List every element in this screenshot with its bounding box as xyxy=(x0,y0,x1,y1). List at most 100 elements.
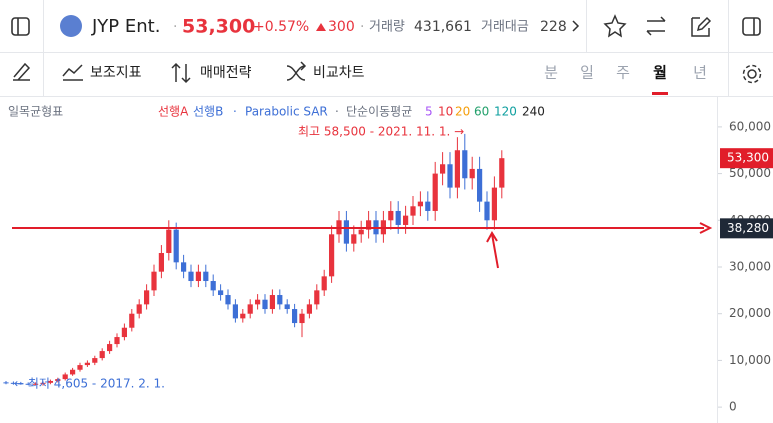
period-tab[interactable]: 주 xyxy=(616,64,630,82)
price: 53,300 xyxy=(182,16,255,38)
symbol[interactable]: JYP Ent. xyxy=(91,16,160,37)
period-tab[interactable]: 분 xyxy=(544,64,558,82)
candle-body xyxy=(70,369,76,375)
candle-body xyxy=(255,299,261,305)
candle-body xyxy=(181,262,187,272)
legend-sma-period: 20 xyxy=(455,105,470,119)
candle-body xyxy=(484,201,490,221)
volume-label: 거래량 xyxy=(369,20,405,35)
legend-sma: 단순이동평균 xyxy=(346,105,412,119)
draw-icon[interactable] xyxy=(13,62,31,81)
candle-body xyxy=(3,382,9,384)
candle-body xyxy=(425,201,431,211)
strategy-button[interactable]: 매매전략 xyxy=(200,65,252,81)
candle-body xyxy=(462,150,468,179)
period-tab[interactable]: 년 xyxy=(693,64,707,82)
price-tag-label: 53,300 xyxy=(727,151,769,165)
volume: 431,661 xyxy=(414,19,472,35)
settings-icon-ring xyxy=(742,64,762,84)
candle-body xyxy=(195,271,201,282)
candle-body xyxy=(277,295,283,305)
candle-body xyxy=(62,374,68,380)
separator: · xyxy=(335,105,339,119)
candle-body xyxy=(121,327,127,338)
candle-body xyxy=(218,290,224,296)
candle-body xyxy=(18,383,24,385)
settings-icon[interactable] xyxy=(747,69,757,79)
separator: · xyxy=(233,105,237,119)
indicators-button[interactable]: 보조지표 xyxy=(90,65,142,81)
logo xyxy=(60,15,82,37)
y-tick-label: 20,000 xyxy=(729,306,771,320)
candle-body xyxy=(351,234,357,244)
candle-body xyxy=(343,220,349,244)
line-arrow xyxy=(699,222,713,234)
candle-body xyxy=(232,304,238,319)
legend-sma-periods: 5 10 20 60 120 240 xyxy=(425,105,545,119)
candle-body xyxy=(77,365,83,370)
candle-body xyxy=(432,173,438,211)
candle-body xyxy=(92,358,98,363)
legend-sma-period: 5 xyxy=(425,105,433,119)
compare-button[interactable]: 비교차트 xyxy=(313,65,365,81)
legend-span-b: 선행B xyxy=(193,104,223,119)
candle-body xyxy=(25,383,31,385)
candle-body xyxy=(403,215,409,225)
candle-body xyxy=(447,164,453,188)
high-annotation: 최고 58,500 - 2021. 11. 1. → xyxy=(298,125,464,139)
plot xyxy=(3,126,722,408)
candle-body xyxy=(84,362,90,366)
legend-sma-period: 120 xyxy=(494,105,517,119)
y-tick-label: 30,000 xyxy=(729,260,771,274)
active-underline xyxy=(652,92,668,95)
candle-body xyxy=(491,187,497,221)
candle-body xyxy=(107,344,113,352)
candle-body xyxy=(225,295,231,305)
separator: · xyxy=(173,19,177,35)
sidebar-icon[interactable] xyxy=(11,17,30,36)
period-tab[interactable]: 월 xyxy=(653,64,667,82)
annotation-arrow xyxy=(486,231,499,269)
candle-body xyxy=(269,295,275,310)
candle-body xyxy=(55,379,61,381)
candle-body xyxy=(358,229,364,235)
candle-body xyxy=(299,313,305,324)
legend-span-a: 선행A xyxy=(158,104,189,119)
panel-icon[interactable] xyxy=(742,17,761,36)
candle-body xyxy=(99,351,105,359)
candle-body xyxy=(366,220,372,230)
legend-sma-period: 240 xyxy=(522,105,545,119)
candle-body xyxy=(166,229,172,253)
strategy-icon xyxy=(171,62,191,84)
legend-sma-period: 60 xyxy=(474,105,489,119)
candle-body xyxy=(47,380,53,383)
swap-icon[interactable] xyxy=(646,16,666,36)
candle-body xyxy=(247,304,253,314)
legend-sma-period: 10 xyxy=(438,105,453,119)
candle-body xyxy=(477,168,483,202)
candle-body xyxy=(440,164,446,174)
favorite-icon[interactable] xyxy=(603,14,627,38)
separator: · xyxy=(360,19,364,35)
price-tag xyxy=(720,218,773,239)
more-arrow[interactable] xyxy=(572,20,580,32)
candle-body xyxy=(10,382,16,384)
candle-body xyxy=(321,276,327,291)
candle-body xyxy=(292,309,298,324)
change: 300 xyxy=(328,19,355,35)
candle-body xyxy=(203,271,209,282)
candle-body xyxy=(469,168,475,179)
legend-sar: Parabolic SAR xyxy=(245,105,328,119)
indicator-icon xyxy=(62,64,83,81)
legend-ichimoku: 일목균형표 xyxy=(8,105,63,119)
candle-body xyxy=(284,304,290,310)
edit-icon[interactable] xyxy=(691,16,712,37)
candle-body xyxy=(210,281,216,291)
candle-body xyxy=(314,290,320,305)
period-tab[interactable]: 일 xyxy=(580,64,594,82)
y-tick-label: 0 xyxy=(729,400,737,414)
candle-body xyxy=(114,337,120,345)
